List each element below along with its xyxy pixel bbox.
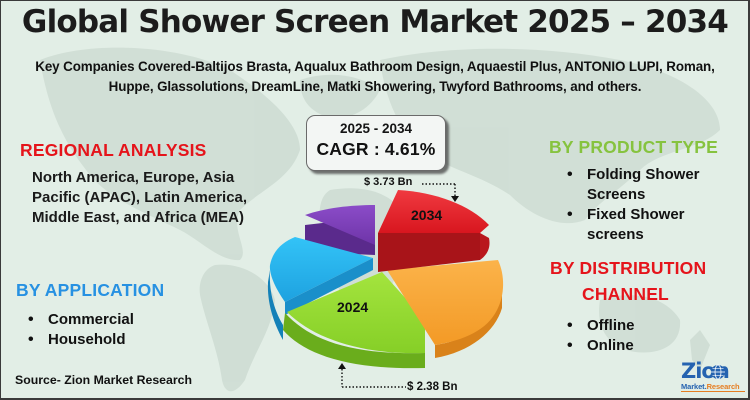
annotation-arrow-2024 bbox=[338, 363, 406, 388]
key-companies-text: Key Companies Covered-Baltijos Brasta, A… bbox=[35, 59, 715, 94]
value-annotation-2024: $ 2.38 Bn bbox=[407, 381, 458, 393]
logo-sub-research: Research bbox=[706, 382, 740, 391]
cagr-years: 2025 - 2034 bbox=[339, 121, 413, 136]
list-item: Offline bbox=[565, 316, 635, 336]
by-distribution-heading-line2: CHANNEL bbox=[582, 284, 669, 304]
pie-chart bbox=[267, 190, 504, 369]
logo-subtitle: Market.Research bbox=[681, 382, 745, 392]
logo-sub-market: Market. bbox=[681, 382, 707, 391]
regional-analysis-text: North America, Europe, Asia Pacific (APA… bbox=[32, 169, 248, 226]
by-application-heading: BY APPLICATION bbox=[16, 280, 165, 300]
page-title: Global Shower Screen Market 2025 – 2034 bbox=[21, 4, 729, 40]
list-item: Household bbox=[26, 330, 134, 350]
application-list: Commercial Household bbox=[26, 310, 134, 350]
zion-logo: Zion Market.Research bbox=[681, 360, 745, 396]
list-item: Commercial bbox=[26, 310, 134, 330]
by-product-type-heading: BY PRODUCT TYPE bbox=[549, 137, 718, 157]
list-item: Folding Shower Screens bbox=[565, 165, 735, 205]
annotation-arrow-2034 bbox=[422, 183, 459, 202]
pie-slice-green bbox=[283, 272, 425, 369]
distribution-list: Offline Online bbox=[565, 316, 635, 356]
cagr-box: 2025 - 2034 CAGR : 4.61% bbox=[306, 115, 446, 171]
value-annotation-2034: $ 3.73 Bn bbox=[364, 176, 413, 188]
pie-label-2024: 2024 bbox=[337, 299, 369, 315]
list-item: Online bbox=[565, 336, 635, 356]
source-text: Source- Zion Market Research bbox=[15, 373, 192, 387]
regional-analysis-heading: REGIONAL ANALYSIS bbox=[20, 140, 207, 160]
pie-label-2034: 2034 bbox=[411, 207, 443, 223]
by-distribution-heading: BY DISTRIBUTION bbox=[550, 258, 707, 278]
cagr-value: CAGR : 4.61% bbox=[316, 139, 436, 159]
product-type-list: Folding Shower Screens Fixed Shower scre… bbox=[565, 165, 735, 245]
pie-slice-red bbox=[378, 190, 490, 272]
list-item: Fixed Shower screens bbox=[565, 205, 735, 245]
pie-slice-orange bbox=[387, 260, 504, 358]
globe-icon bbox=[711, 364, 725, 380]
pie-slice-blue bbox=[267, 237, 373, 340]
